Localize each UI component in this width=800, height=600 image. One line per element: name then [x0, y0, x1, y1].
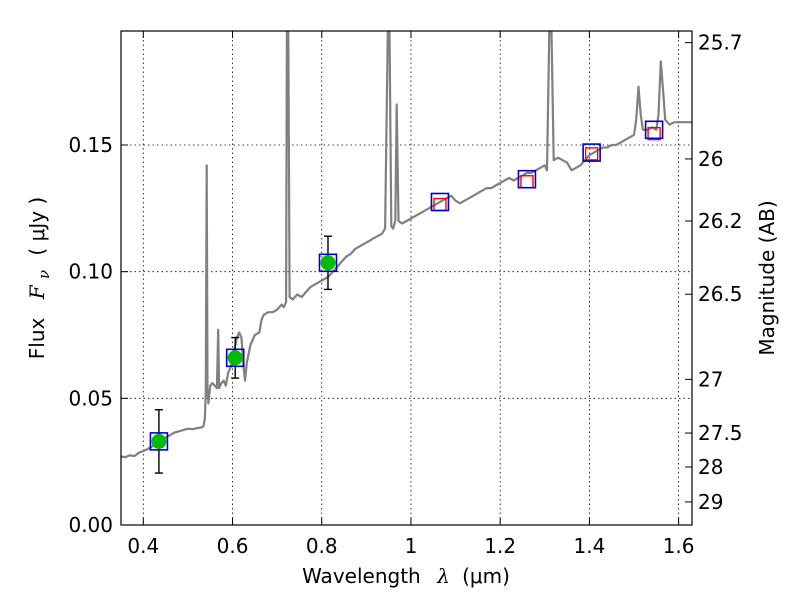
- magnitude-tick-label: 27: [698, 367, 723, 391]
- magnitude-tick-label: 27.5: [698, 421, 743, 445]
- model-photometry-marker: [582, 143, 601, 162]
- x-axis-label-unit: (μm): [462, 564, 510, 588]
- y-axis-label: Flux F ν ( μJy ): [25, 197, 54, 359]
- y-tick-label: 0.05: [68, 386, 113, 410]
- x-tick-label: 1: [405, 534, 418, 558]
- magnitude-tick-label: 29: [698, 490, 723, 514]
- y-axis-label-unit: ( μJy ): [25, 197, 49, 256]
- plot-background: [121, 31, 692, 525]
- model-photometry-markers: [149, 120, 664, 451]
- y-tick-label: 0.10: [68, 260, 113, 284]
- x-axis-label-main: Wavelength: [302, 564, 421, 588]
- x-tick-label: 1.4: [573, 534, 605, 558]
- x-tick-label: 1.6: [663, 534, 695, 558]
- magnitude-tick-label: 25.7: [698, 31, 743, 55]
- observed-flux-markers: [151, 255, 336, 449]
- magnitude-axis-ticks: 25.7 26 26.2 26.5 27 27.5 28 29: [685, 31, 743, 514]
- magnitude-tick-label: 28: [698, 455, 723, 479]
- predicted-flux-marker: [584, 147, 599, 161]
- y-axis-label-symbol: F: [25, 284, 49, 300]
- x-axis-label: Wavelength λ (μm): [302, 564, 510, 588]
- x-axis-label-symbol: λ: [436, 564, 450, 588]
- model-spectrum-line: [121, 31, 692, 459]
- predicted-flux-markers: [433, 126, 661, 212]
- model-photometry-marker: [225, 348, 245, 368]
- observed-flux-marker: [320, 255, 336, 271]
- x-tick-label: 1.2: [484, 534, 516, 558]
- y-axis-label-subscript: ν: [35, 270, 53, 279]
- plot-frame: [120, 30, 693, 526]
- x-tick-label: 0.8: [306, 534, 338, 558]
- magnitude-tick-label: 26.2: [698, 209, 743, 233]
- model-photometry-marker: [644, 120, 664, 140]
- y-tick-label: 0.15: [68, 133, 113, 157]
- y-axis-ticks: 0.00 0.05 0.10 0.15: [68, 133, 128, 537]
- y-axis-label-main: Flux: [25, 317, 49, 359]
- model-photometry-marker: [149, 432, 169, 451]
- model-photometry-marker: [517, 169, 537, 189]
- y-tick-label: 0.00: [68, 513, 113, 537]
- model-photometry-marker: [430, 192, 450, 212]
- predicted-flux-marker: [647, 126, 661, 141]
- magnitude-tick-label: 26: [698, 147, 723, 171]
- observed-flux-marker: [227, 350, 243, 366]
- x-tick-label: 0.6: [217, 534, 249, 558]
- magnitude-axis-label: Magnitude (AB): [755, 200, 779, 355]
- model-photometry-marker: [318, 253, 338, 273]
- x-axis-ticks: 0.4 0.6 0.8 1 1.2 1.4 1.6: [127, 31, 695, 558]
- observed-flux-marker: [151, 433, 167, 449]
- x-tick-label: 0.4: [127, 534, 159, 558]
- magnitude-tick-label: 26.5: [698, 282, 743, 306]
